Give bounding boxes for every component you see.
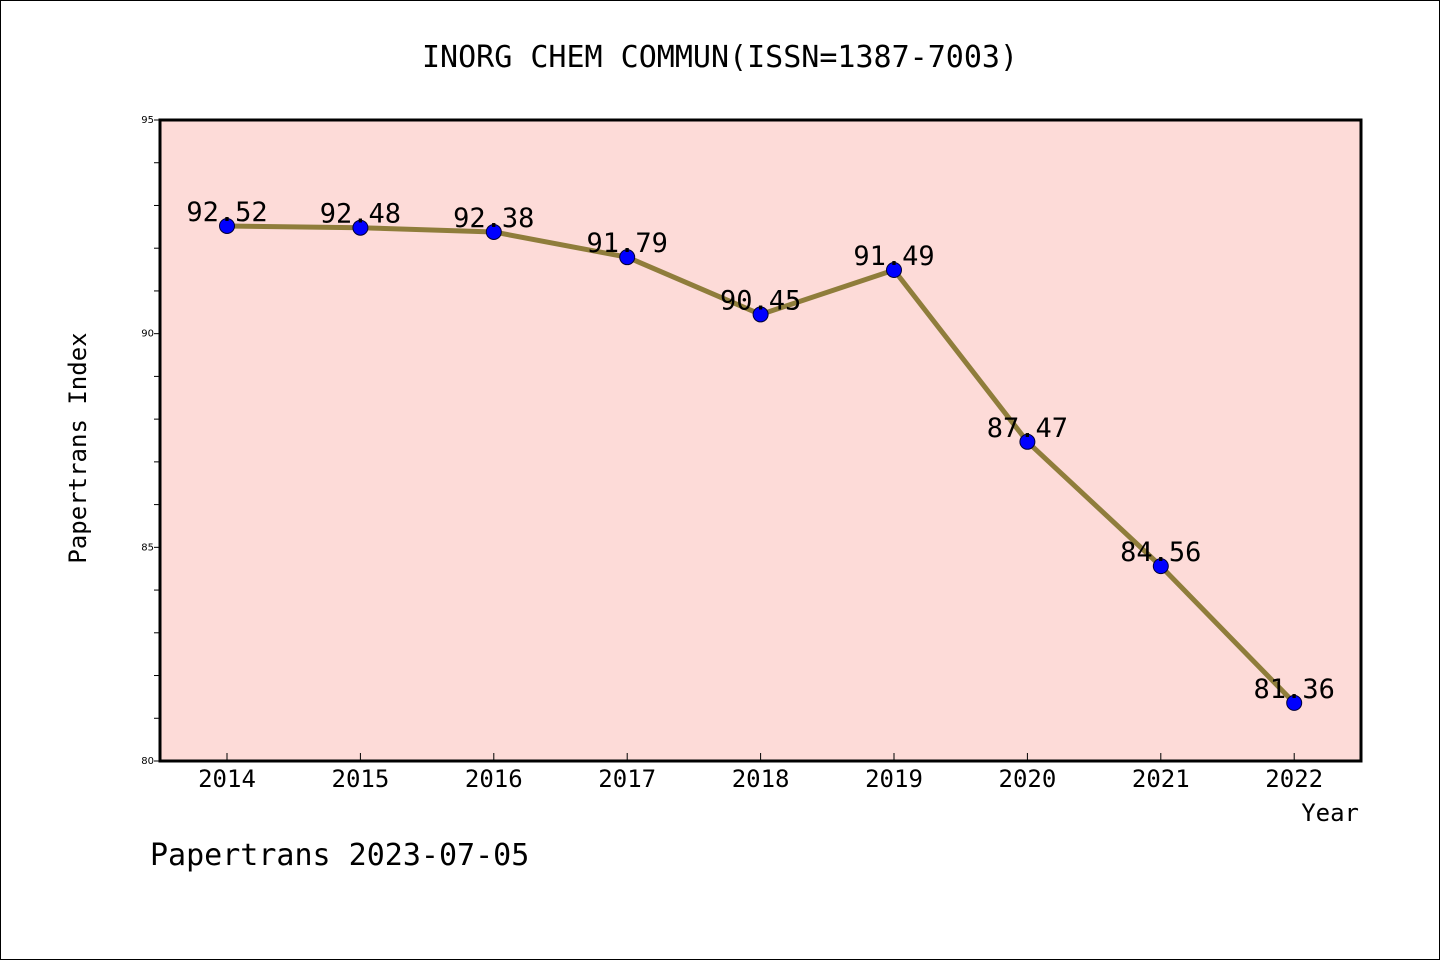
series-markers bbox=[219, 217, 1303, 711]
x-tick-label: 2022 bbox=[1265, 765, 1323, 793]
x-tick-label: 2015 bbox=[332, 765, 390, 793]
footer-text: Papertrans 2023-07-05 bbox=[150, 838, 529, 873]
x-tick-label: 2016 bbox=[465, 765, 523, 793]
x-tick-label: 2018 bbox=[732, 765, 790, 793]
data-label: 84.56 bbox=[1120, 537, 1201, 568]
y-tick-label: 90 bbox=[141, 329, 154, 340]
data-label: 92.48 bbox=[320, 199, 401, 230]
y-tick-label: 95 bbox=[141, 115, 154, 126]
x-tick-label: 2017 bbox=[598, 765, 656, 793]
data-point bbox=[352, 219, 369, 236]
data-point bbox=[1019, 433, 1036, 450]
data-label: 92.38 bbox=[453, 203, 534, 234]
x-tick-label: 2019 bbox=[865, 765, 923, 793]
x-tick-label: 2020 bbox=[999, 765, 1057, 793]
data-label: 90.45 bbox=[720, 285, 801, 316]
x-tick-label: 2021 bbox=[1132, 765, 1190, 793]
x-axis-title: Year bbox=[1301, 799, 1359, 827]
data-label: 92.52 bbox=[186, 197, 267, 228]
data-point bbox=[219, 217, 235, 234]
data-point bbox=[619, 249, 636, 266]
x-axis: 2014 2015 2016 2017 2018 2019 2020 2021 2022 bbox=[198, 753, 1323, 793]
y-tick-label: 80 bbox=[141, 756, 154, 767]
data-label: 91.79 bbox=[587, 228, 668, 259]
y-axis: 80 85 90 95 bbox=[141, 115, 160, 767]
data-point bbox=[485, 223, 502, 240]
y-axis-title: Papertrans Index bbox=[64, 332, 92, 563]
data-label: 87.47 bbox=[987, 413, 1068, 444]
data-point bbox=[752, 306, 769, 323]
y-tick-label: 85 bbox=[141, 542, 154, 553]
chart-title: INORG CHEM COMMUN(ISSN=1387-7003) bbox=[422, 40, 1018, 75]
data-label: 91.49 bbox=[853, 241, 934, 272]
data-label: 81.36 bbox=[1254, 674, 1335, 705]
x-tick-label: 2014 bbox=[198, 765, 256, 793]
data-labels: 92.52 92.48 92.38 91.79 90.45 91.49 87.47 84.56… bbox=[186, 197, 1334, 705]
data-point bbox=[886, 261, 902, 278]
data-point bbox=[1286, 694, 1303, 711]
data-point bbox=[1152, 558, 1169, 575]
